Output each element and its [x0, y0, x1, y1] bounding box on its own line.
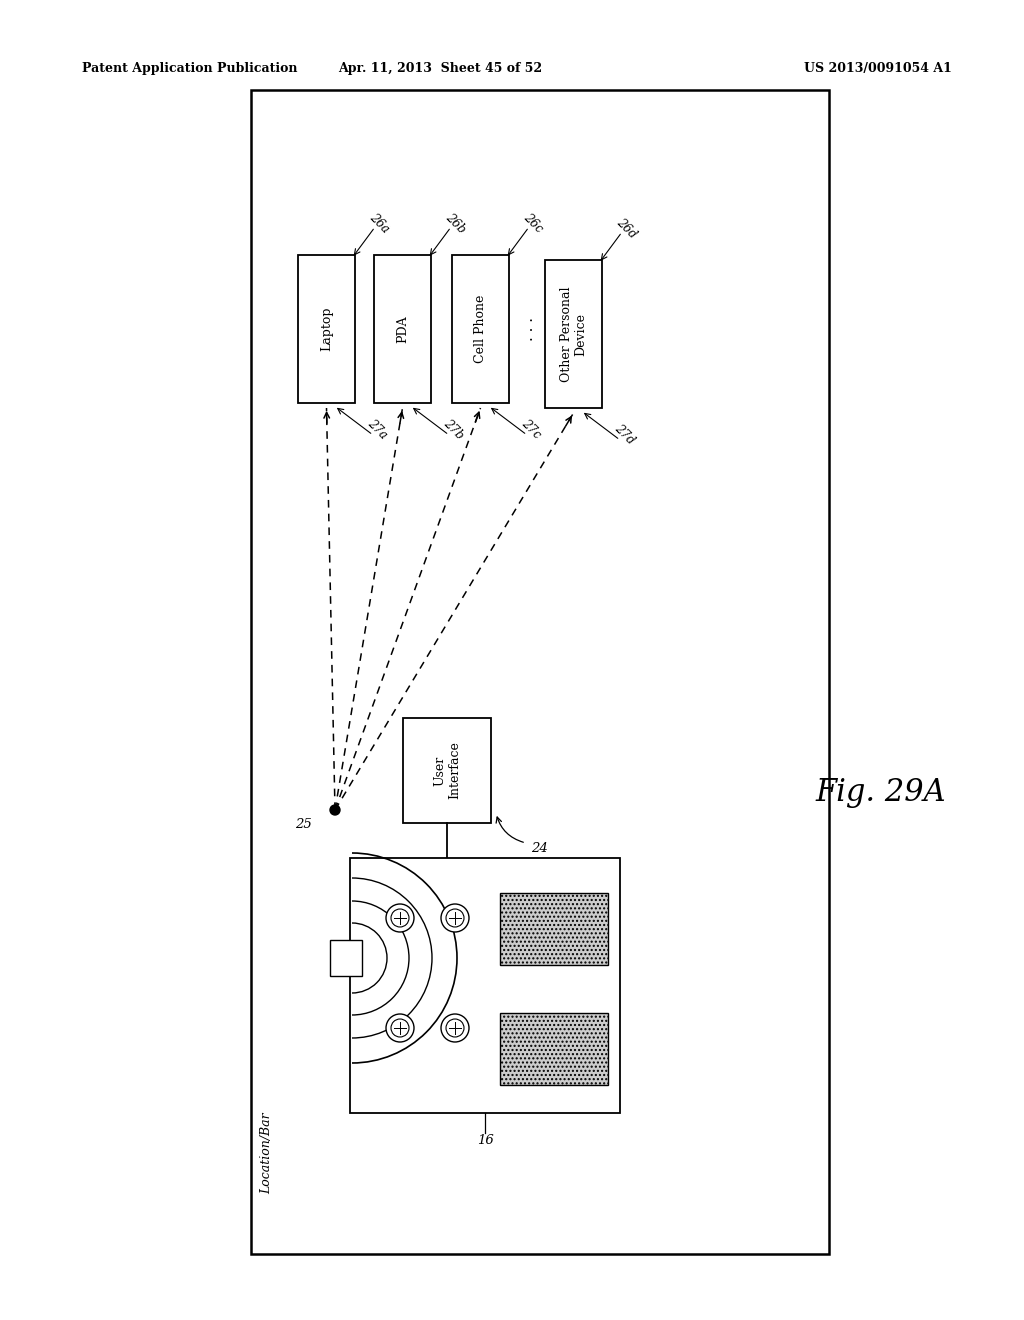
Text: 27d: 27d: [612, 421, 637, 446]
Text: US 2013/0091054 A1: US 2013/0091054 A1: [805, 62, 952, 75]
Circle shape: [441, 1014, 469, 1041]
Text: 26d: 26d: [614, 215, 639, 240]
Text: 26b: 26b: [443, 210, 468, 235]
Text: PDA: PDA: [396, 315, 409, 343]
Circle shape: [330, 805, 340, 814]
Text: . . .: . . .: [522, 317, 536, 341]
Text: 25: 25: [295, 818, 311, 832]
Text: Other Personal
Device: Other Personal Device: [559, 286, 588, 381]
Circle shape: [391, 909, 409, 927]
Text: 16: 16: [476, 1134, 494, 1147]
Text: Laptop: Laptop: [319, 306, 333, 351]
Circle shape: [446, 1019, 464, 1038]
Text: Location/Bar: Location/Bar: [260, 1113, 273, 1195]
Bar: [500, 1012, 608, 1085]
Bar: [452, 255, 509, 403]
Bar: [330, 940, 362, 975]
Bar: [500, 894, 608, 965]
Text: 27c: 27c: [519, 417, 544, 441]
Text: User
Interface: User Interface: [433, 742, 461, 800]
Bar: [545, 260, 602, 408]
Circle shape: [446, 909, 464, 927]
Text: Fig. 29A: Fig. 29A: [815, 776, 946, 808]
Circle shape: [386, 1014, 414, 1041]
Text: 26c: 26c: [521, 211, 546, 235]
Circle shape: [386, 904, 414, 932]
Text: Cell Phone: Cell Phone: [474, 294, 487, 363]
Bar: [350, 858, 620, 1113]
Text: 24: 24: [531, 842, 548, 854]
Text: 27b: 27b: [441, 416, 466, 442]
Circle shape: [391, 1019, 409, 1038]
Circle shape: [441, 904, 469, 932]
Text: 26a: 26a: [367, 211, 392, 235]
Text: Apr. 11, 2013  Sheet 45 of 52: Apr. 11, 2013 Sheet 45 of 52: [338, 62, 543, 75]
Bar: [403, 718, 490, 822]
Bar: [251, 90, 829, 1254]
Bar: [298, 255, 355, 403]
Bar: [374, 255, 431, 403]
Text: Patent Application Publication: Patent Application Publication: [82, 62, 297, 75]
Text: 27a: 27a: [365, 417, 390, 441]
